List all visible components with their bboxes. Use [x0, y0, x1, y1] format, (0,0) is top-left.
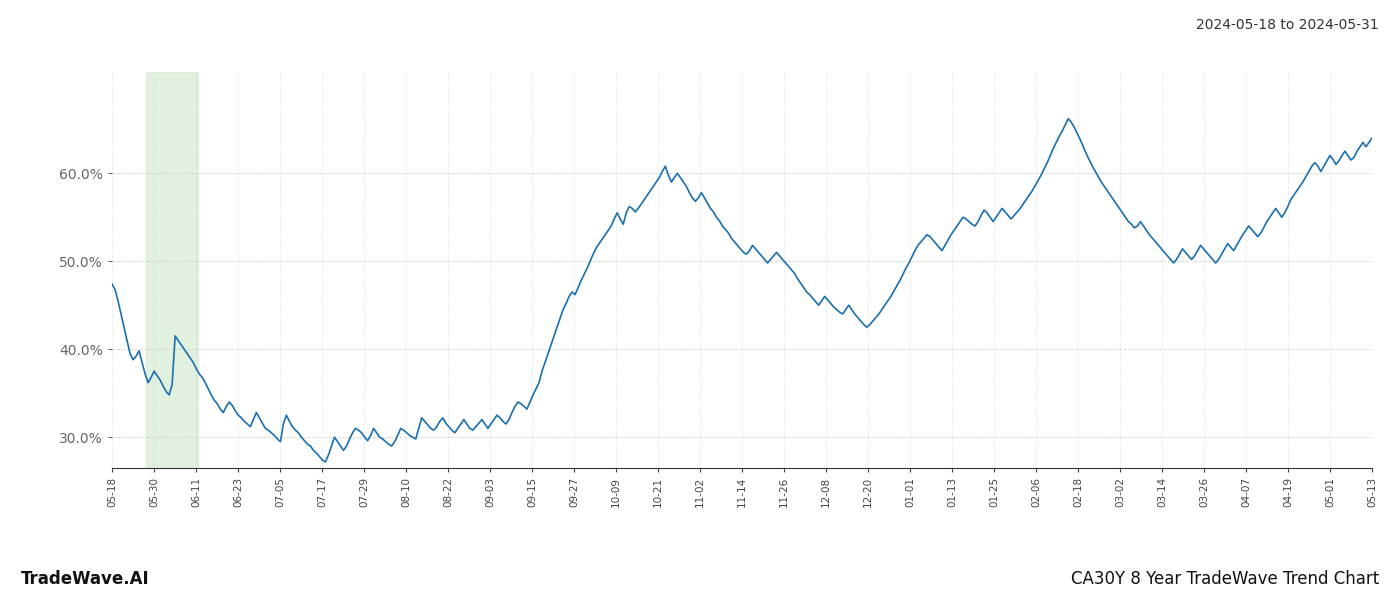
- Text: TradeWave.AI: TradeWave.AI: [21, 570, 150, 588]
- Text: CA30Y 8 Year TradeWave Trend Chart: CA30Y 8 Year TradeWave Trend Chart: [1071, 570, 1379, 588]
- Text: 2024-05-18 to 2024-05-31: 2024-05-18 to 2024-05-31: [1197, 18, 1379, 32]
- Bar: [146, 72, 197, 468]
